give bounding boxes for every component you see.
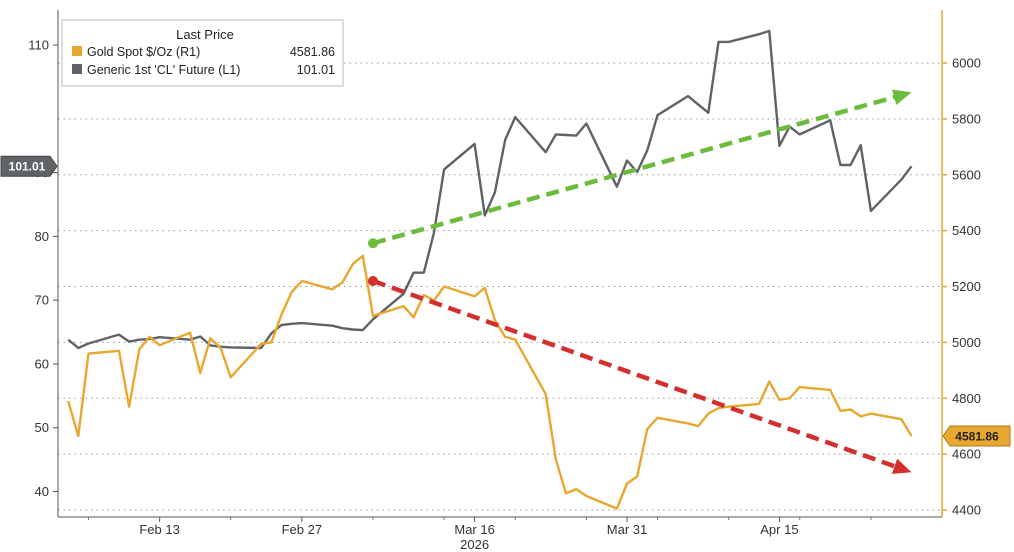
trend-arrow-red-head [891, 458, 912, 474]
trend-arrow-red-start [367, 275, 378, 286]
legend-box [61, 19, 344, 87]
legend-swatch-oil [72, 64, 82, 74]
right-tick-label: 4600 [952, 447, 981, 462]
x-tick-label: Feb 13 [139, 522, 179, 537]
legend-value-oil: 101.01 [297, 63, 335, 77]
right-last-value-text: 4581.86 [955, 429, 999, 443]
series-layer [67, 29, 913, 510]
left-tick-label: 80 [35, 229, 49, 244]
x-tick-label: Mar 31 [607, 522, 647, 537]
trend-arrow-red-shaft [372, 278, 898, 470]
axes: 4400 4600 4800 5000 5200 5400 5600 5800 6000 40 50… [28, 10, 981, 552]
legend-entry-gold: Gold Spot $/Oz (R1) [87, 45, 200, 59]
x-tick-label: Feb 27 [282, 522, 322, 537]
trend-arrow-green-head [892, 89, 912, 105]
right-tick-label: 6000 [952, 56, 981, 71]
legend-value-gold: 4581.86 [290, 45, 335, 59]
left-tick-label: 40 [35, 484, 49, 499]
left-last-value-badge [0, 155, 58, 177]
legend-entry-oil: Generic 1st 'CL' Future (L1) [87, 63, 240, 77]
legend: Last Price Gold Spot $/Oz (R1) 4581.86 G… [61, 19, 344, 87]
left-tick-label: 110 [28, 38, 49, 53]
series-line-gold [67, 254, 913, 510]
right-tick-label: 5600 [952, 167, 981, 182]
right-tick-label: 4800 [952, 391, 981, 406]
right-tick-label: 5000 [952, 335, 981, 350]
trend-arrow-green-shaft [372, 94, 897, 246]
right-last-value-badge [942, 425, 1011, 447]
x-year-label: 2026 [460, 537, 489, 552]
trend-arrows [367, 89, 912, 474]
last-value-badges: 101.01 4581.86 [0, 155, 1011, 447]
right-tick-label: 5400 [952, 223, 981, 238]
legend-swatch-gold [72, 46, 82, 56]
trend-arrow-green-start [367, 238, 378, 249]
left-tick-label: 50 [35, 420, 49, 435]
left-tick-label: 70 [35, 293, 49, 308]
right-tick-label: 4400 [952, 503, 981, 518]
left-tick-label: 60 [35, 356, 49, 371]
legend-title: Last Price [176, 27, 234, 42]
left-last-value-text: 101.01 [9, 160, 46, 174]
x-tick-label: Mar 16 [454, 522, 494, 537]
right-tick-label: 5800 [952, 111, 981, 126]
x-tick-label: Apr 15 [760, 522, 798, 537]
right-tick-label: 5200 [952, 279, 981, 294]
